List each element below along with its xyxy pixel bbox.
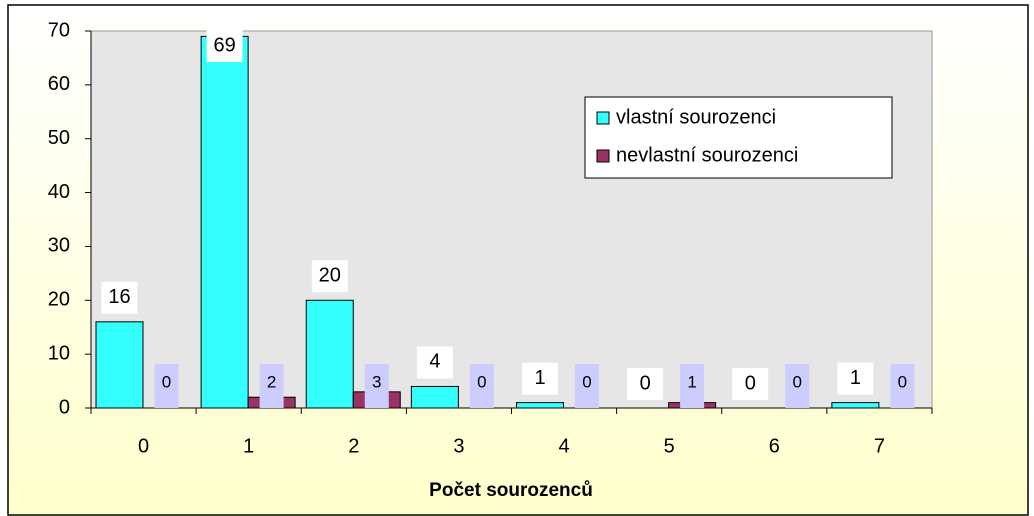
x-tick-label: 4 <box>559 435 570 457</box>
data-label: 20 <box>319 265 341 287</box>
x-tick-label: 2 <box>348 435 359 457</box>
data-label: 0 <box>745 372 756 394</box>
data-label-box <box>154 364 179 408</box>
legend-swatch <box>596 149 610 163</box>
data-label-box <box>837 362 874 395</box>
y-tick-label: 40 <box>48 181 70 203</box>
data-label: 1 <box>850 367 861 389</box>
data-label-box <box>785 364 810 408</box>
legend-label: vlastní sourozenci <box>616 106 776 128</box>
data-label: 0 <box>898 372 907 391</box>
data-label-box <box>469 364 494 408</box>
data-label: 3 <box>372 372 381 391</box>
x-axis-label: Počet sourozenců <box>429 480 593 501</box>
data-label-box <box>101 281 138 314</box>
data-label-box <box>522 362 558 395</box>
x-tick-label: 0 <box>138 435 149 457</box>
data-label: 0 <box>477 372 486 391</box>
data-label-box <box>680 364 705 408</box>
x-tick-label: 1 <box>243 435 254 457</box>
data-label-box <box>732 368 769 400</box>
y-tick-label: 0 <box>59 396 70 418</box>
bar <box>200 35 249 409</box>
bar <box>410 385 459 409</box>
data-label-box <box>206 30 243 62</box>
y-tick-label: 60 <box>48 73 70 95</box>
y-tick-label: 70 <box>48 19 70 41</box>
bar <box>95 321 144 409</box>
x-tick-label: 5 <box>664 435 675 457</box>
x-tick-label: 7 <box>874 435 885 457</box>
y-tick-label: 30 <box>48 235 70 257</box>
data-label-box <box>575 364 599 408</box>
y-tick-label: 20 <box>48 289 70 311</box>
data-label-box <box>311 260 348 293</box>
data-label-box <box>364 364 389 408</box>
y-tick-label: 50 <box>48 127 70 149</box>
bar <box>516 402 564 409</box>
legend-swatch <box>596 111 610 125</box>
data-label-box <box>627 368 664 400</box>
data-label: 1 <box>687 372 696 391</box>
x-tick-label: 3 <box>453 435 464 457</box>
data-label: 69 <box>214 34 236 56</box>
data-label: 0 <box>582 372 591 391</box>
data-label: 0 <box>793 372 802 391</box>
x-tick-label: 6 <box>769 435 780 457</box>
data-label: 16 <box>108 286 130 308</box>
data-label: 4 <box>429 351 440 373</box>
bar <box>831 402 880 409</box>
bar <box>305 299 354 409</box>
data-label: 2 <box>267 372 276 391</box>
data-label-box <box>890 364 915 408</box>
data-label-box <box>259 364 284 408</box>
data-label: 0 <box>640 372 651 394</box>
legend-box <box>584 96 893 179</box>
data-label-box <box>416 346 453 379</box>
legend-label: nevlastní sourozenci <box>616 144 798 166</box>
data-label: 0 <box>162 372 171 391</box>
y-tick-label: 10 <box>48 342 70 364</box>
data-label: 1 <box>534 367 545 389</box>
